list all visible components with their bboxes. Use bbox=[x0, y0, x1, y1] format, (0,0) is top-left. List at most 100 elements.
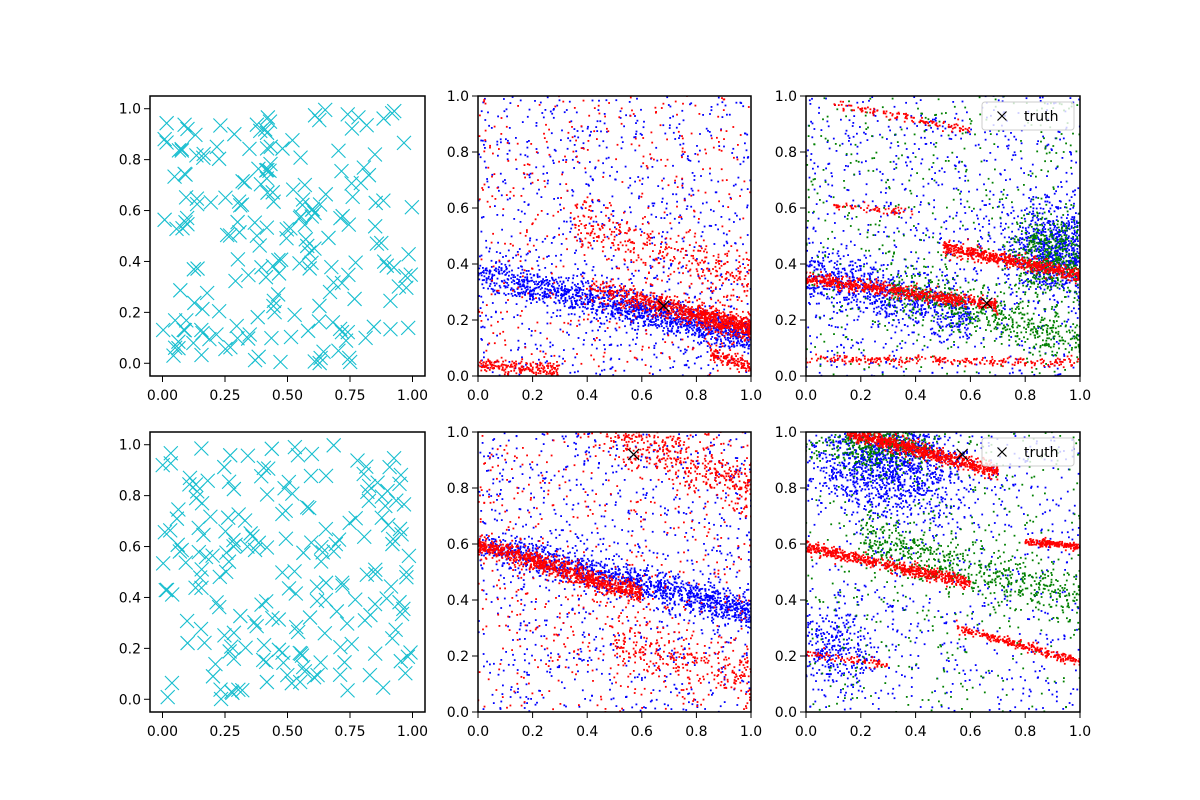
point bbox=[735, 268, 738, 271]
point bbox=[706, 311, 708, 314]
point bbox=[884, 310, 887, 313]
point bbox=[700, 311, 703, 313]
point bbox=[707, 279, 709, 282]
x-marker bbox=[340, 267, 356, 283]
point bbox=[634, 300, 637, 302]
point bbox=[627, 290, 630, 292]
point bbox=[556, 367, 559, 370]
point bbox=[733, 156, 735, 159]
point bbox=[733, 307, 735, 310]
point bbox=[868, 274, 871, 276]
point bbox=[673, 248, 676, 250]
point bbox=[538, 104, 541, 106]
point bbox=[647, 221, 649, 224]
point bbox=[718, 314, 720, 317]
point bbox=[720, 361, 723, 364]
point bbox=[618, 303, 620, 306]
point bbox=[614, 327, 617, 330]
point bbox=[699, 319, 702, 322]
point bbox=[518, 278, 520, 281]
point bbox=[687, 306, 690, 309]
point bbox=[728, 193, 731, 196]
point bbox=[669, 323, 671, 326]
point bbox=[597, 235, 600, 237]
point bbox=[901, 304, 904, 306]
point bbox=[735, 259, 738, 262]
point bbox=[529, 237, 532, 240]
point bbox=[538, 297, 540, 300]
x-marker bbox=[254, 259, 269, 275]
point bbox=[546, 296, 548, 299]
point bbox=[726, 261, 729, 263]
point bbox=[718, 325, 721, 328]
x-marker bbox=[376, 254, 392, 269]
point bbox=[541, 240, 544, 243]
point bbox=[576, 353, 578, 355]
x-marker bbox=[304, 255, 319, 271]
point bbox=[645, 329, 648, 331]
point bbox=[957, 312, 959, 315]
point bbox=[646, 166, 649, 169]
point bbox=[739, 236, 742, 239]
point bbox=[583, 303, 586, 305]
point bbox=[568, 333, 570, 336]
point bbox=[685, 208, 688, 210]
point bbox=[646, 307, 648, 310]
point bbox=[478, 198, 481, 201]
point bbox=[717, 322, 720, 325]
point bbox=[608, 293, 611, 296]
point bbox=[692, 333, 694, 336]
point bbox=[702, 333, 704, 335]
point bbox=[571, 158, 574, 161]
point bbox=[697, 341, 699, 344]
point bbox=[723, 138, 725, 140]
point bbox=[723, 335, 726, 338]
point bbox=[534, 329, 537, 332]
point bbox=[506, 365, 509, 368]
point bbox=[612, 292, 615, 294]
point bbox=[630, 311, 633, 314]
point bbox=[664, 165, 667, 167]
point bbox=[644, 311, 646, 314]
point bbox=[551, 272, 553, 275]
point bbox=[586, 232, 588, 235]
point bbox=[688, 193, 691, 196]
point bbox=[652, 205, 655, 207]
point bbox=[621, 181, 624, 183]
point bbox=[725, 277, 728, 279]
point bbox=[647, 301, 650, 303]
point bbox=[602, 311, 605, 314]
point bbox=[524, 342, 526, 345]
point bbox=[616, 289, 619, 292]
x-marker bbox=[186, 261, 202, 277]
point bbox=[625, 289, 628, 292]
point bbox=[527, 367, 530, 370]
point bbox=[614, 286, 616, 288]
point bbox=[681, 338, 684, 341]
point bbox=[556, 361, 558, 363]
point bbox=[484, 129, 487, 132]
x-marker bbox=[398, 268, 413, 284]
point bbox=[609, 317, 612, 320]
point bbox=[570, 313, 573, 315]
point bbox=[523, 279, 526, 281]
point bbox=[727, 329, 730, 331]
point bbox=[504, 182, 507, 185]
point bbox=[563, 111, 566, 114]
point bbox=[554, 105, 557, 108]
point bbox=[526, 276, 529, 279]
point bbox=[686, 328, 689, 331]
point bbox=[636, 315, 639, 318]
point bbox=[609, 174, 611, 177]
point bbox=[591, 200, 593, 202]
point bbox=[680, 217, 683, 220]
point bbox=[634, 269, 637, 272]
point bbox=[667, 329, 670, 332]
point bbox=[528, 280, 531, 283]
point bbox=[638, 312, 640, 315]
point bbox=[576, 289, 578, 291]
point bbox=[691, 306, 693, 308]
point bbox=[694, 309, 697, 311]
point bbox=[510, 235, 513, 238]
point bbox=[690, 313, 693, 316]
